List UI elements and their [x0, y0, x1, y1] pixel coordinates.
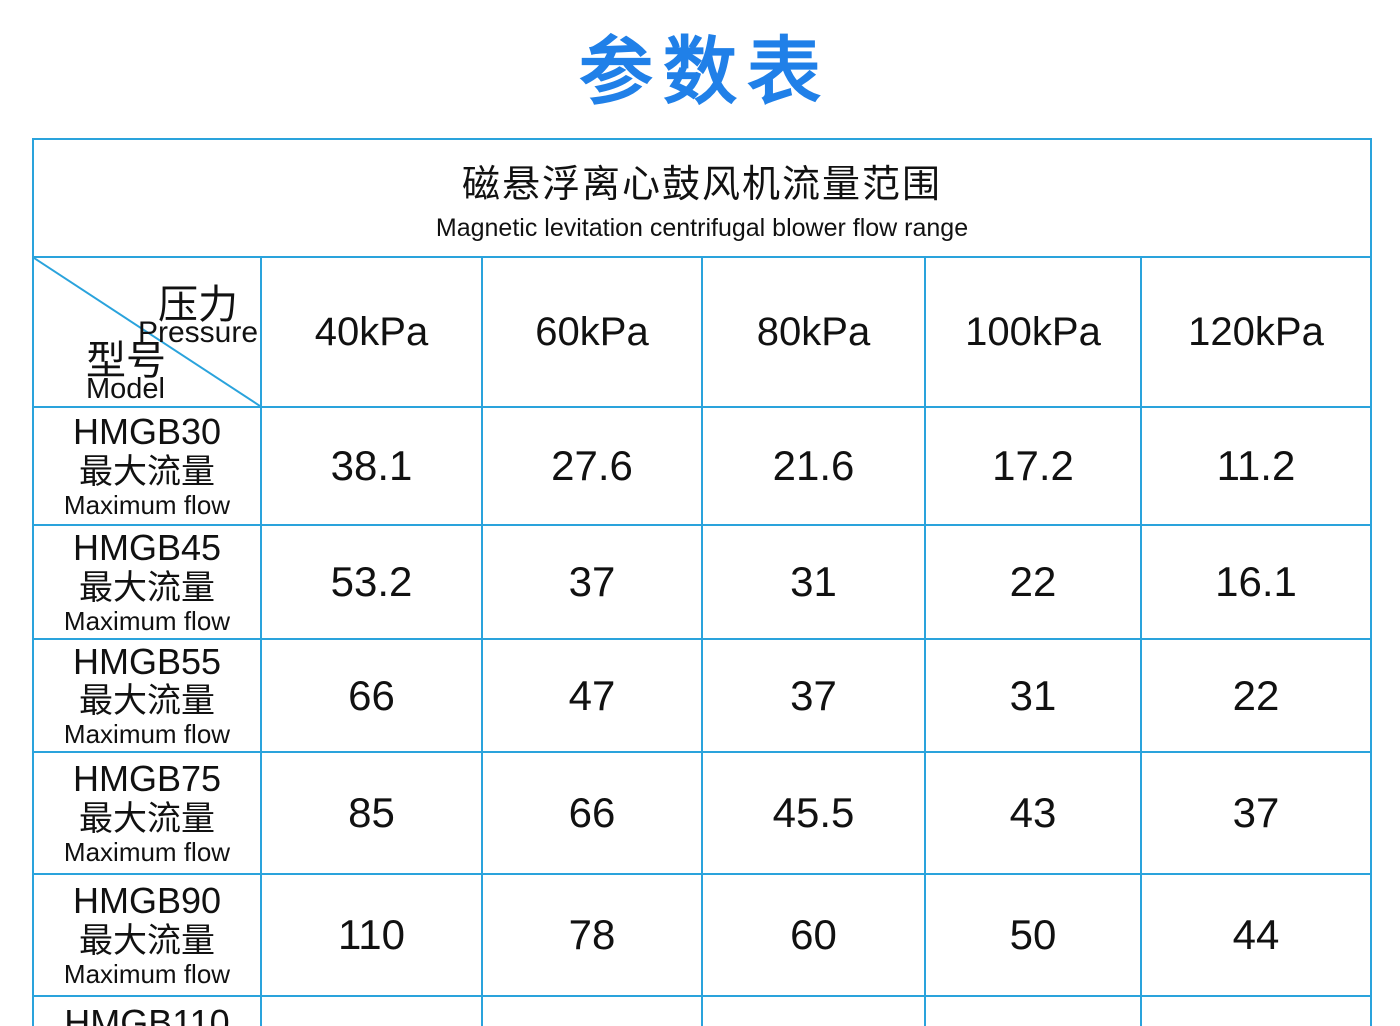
- table-row: HMGB55 最大流量 Maximum flow 66 47 37 31 22: [34, 640, 1370, 753]
- flow-value: [262, 997, 483, 1026]
- model-cell: HMGB45 最大流量 Maximum flow: [34, 526, 262, 640]
- model-label-zh: 最大流量: [79, 921, 215, 960]
- flow-range-table: 磁悬浮离心鼓风机流量范围 Magnetic levitation centrif…: [32, 138, 1372, 1026]
- column-header-80kpa: 80kPa: [703, 258, 926, 408]
- corner-pressure-zh: 压力: [158, 283, 238, 327]
- corner-model-zh: 型号: [86, 339, 166, 383]
- model-label-en: Maximum flow: [63, 958, 231, 989]
- model-label-en: Maximum flow: [63, 719, 231, 750]
- model-name: HMGB30: [72, 411, 222, 453]
- flow-value: 31: [926, 640, 1142, 753]
- column-header-60kpa: 60kPa: [483, 258, 703, 408]
- table-row: HMGB30 最大流量 Maximum flow 38.1 27.6 21.6 …: [34, 408, 1370, 526]
- table-row: HMGB45 最大流量 Maximum flow 53.2 37 31 22 1…: [34, 526, 1370, 640]
- model-name: HMGB55: [72, 640, 222, 682]
- model-label-zh: 最大流量: [79, 568, 215, 607]
- flow-value: 38.1: [262, 408, 483, 526]
- page-title: 参数表: [579, 30, 831, 113]
- flow-value: 110: [262, 875, 483, 997]
- model-label-en: Maximum flow: [63, 605, 231, 636]
- flow-value: 66: [262, 640, 483, 753]
- model-label-en: Maximum flow: [63, 836, 231, 867]
- corner-pressure-en: Pressure: [137, 316, 258, 349]
- flow-value: 22: [926, 526, 1142, 640]
- model-name: HMGB110: [64, 1002, 230, 1026]
- flow-value: 53.2: [262, 526, 483, 640]
- table-caption-en: Magnetic levitation centrifugal blower f…: [435, 214, 969, 242]
- flow-value: 22: [1142, 640, 1370, 753]
- flow-value: 50: [926, 875, 1142, 997]
- model-name: HMGB75: [72, 758, 222, 800]
- model-cell: HMGB30 最大流量 Maximum flow: [34, 408, 262, 526]
- column-header-100kpa: 100kPa: [926, 258, 1142, 408]
- diagonal-divider: [34, 258, 260, 406]
- model-cell: HMGB75 最大流量 Maximum flow: [34, 753, 262, 875]
- flow-value: 60: [703, 875, 926, 997]
- flow-value: 85: [262, 753, 483, 875]
- column-header-120kpa: 120kPa: [1142, 258, 1370, 408]
- flow-value: 31: [703, 526, 926, 640]
- table-caption: 磁悬浮离心鼓风机流量范围 Magnetic levitation centrif…: [34, 140, 1370, 258]
- flow-value: 47: [483, 640, 703, 753]
- model-label-zh: 最大流量: [79, 682, 215, 721]
- flow-value: [1142, 997, 1370, 1026]
- flow-value: 21.6: [703, 408, 926, 526]
- flow-value: 27.6: [483, 408, 703, 526]
- corner-model-en: Model: [86, 373, 165, 405]
- table-row: HMGB75 最大流量 Maximum flow 85 66 45.5 43 3…: [34, 753, 1370, 875]
- flow-value: 37: [703, 640, 926, 753]
- flow-value: 37: [483, 526, 703, 640]
- flow-value: 11.2: [1142, 408, 1370, 526]
- table-row: HMGB110: [34, 997, 1370, 1026]
- flow-value: 17.2: [926, 408, 1142, 526]
- table-caption-zh: 磁悬浮离心鼓风机流量范围: [461, 164, 942, 206]
- flow-value: [483, 997, 703, 1026]
- flow-value: 66: [483, 753, 703, 875]
- model-label-zh: 最大流量: [79, 799, 215, 838]
- model-name: HMGB45: [72, 527, 222, 569]
- model-name: HMGB90: [72, 880, 222, 922]
- model-cell: HMGB110: [34, 997, 262, 1026]
- table-row: HMGB90 最大流量 Maximum flow 110 78 60 50 44: [34, 875, 1370, 997]
- flow-value: 43: [926, 753, 1142, 875]
- flow-value: 44: [1142, 875, 1370, 997]
- model-cell: HMGB55 最大流量 Maximum flow: [34, 640, 262, 753]
- model-label-zh: 最大流量: [79, 452, 215, 491]
- flow-value: 37: [1142, 753, 1370, 875]
- model-label-en: Maximum flow: [63, 489, 231, 520]
- table-body: HMGB30 最大流量 Maximum flow 38.1 27.6 21.6 …: [34, 408, 1370, 1026]
- column-header-40kpa: 40kPa: [262, 258, 483, 408]
- corner-cell: 压力 Pressure 型号 Model: [34, 258, 262, 408]
- column-header-row: 压力 Pressure 型号 Model 40kPa 60kPa 80kPa 1…: [34, 258, 1370, 408]
- flow-value: [703, 997, 926, 1026]
- flow-value: 16.1: [1142, 526, 1370, 640]
- flow-value: 45.5: [703, 753, 926, 875]
- model-cell: HMGB90 最大流量 Maximum flow: [34, 875, 262, 997]
- flow-value: [926, 997, 1142, 1026]
- flow-value: 78: [483, 875, 703, 997]
